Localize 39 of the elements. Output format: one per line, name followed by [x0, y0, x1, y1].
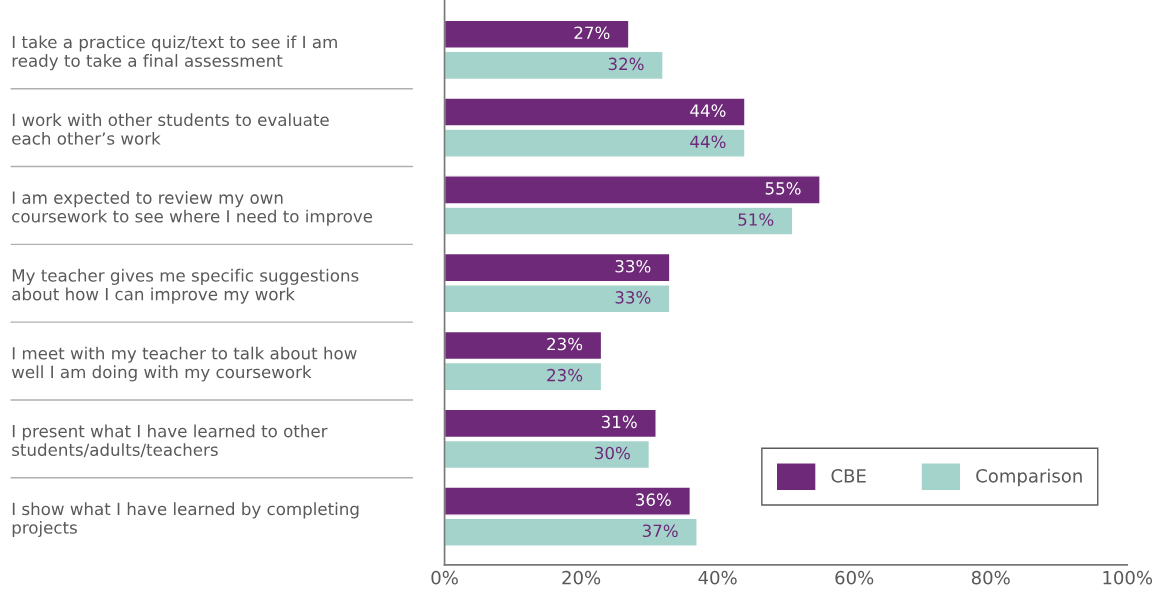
bar: [444, 19, 630, 49]
data-label: 31%: [601, 415, 637, 429]
data-label: 33%: [615, 291, 651, 304]
x-tick-label: 20%: [562, 570, 601, 585]
data-label: 55%: [765, 182, 801, 195]
bar: [444, 486, 692, 516]
bar: [444, 408, 657, 439]
x-tick-label: 100%: [1103, 570, 1153, 585]
legend-label: CBE: [831, 469, 866, 483]
data-label: 23%: [547, 337, 583, 351]
bar: [444, 439, 651, 470]
data-label: 51%: [738, 213, 774, 226]
y-tick-label: My teacher gives me specific suggestions about how I can improve my work: [12, 268, 359, 304]
y-tick-label: I work with other students to evaluate each other’s work: [12, 113, 329, 145]
bar: [444, 252, 671, 283]
bar: [444, 361, 603, 392]
x-tick-label: 0%: [431, 570, 458, 585]
data-label: 37%: [642, 524, 678, 538]
bar: [444, 517, 698, 547]
data-label: 44%: [690, 104, 726, 117]
x-tick-label: 80%: [971, 570, 1010, 585]
bar: [444, 50, 664, 81]
bar: [444, 284, 671, 314]
x-tick-label: 60%: [835, 570, 874, 585]
x-tick-label: 40%: [698, 570, 737, 585]
data-label: 33%: [615, 259, 651, 273]
y-tick-label: I am expected to review my own coursework to see where I need to improve: [12, 191, 373, 226]
legend-label: Comparison: [976, 468, 1082, 487]
data-label: 36%: [636, 493, 671, 506]
y-tick-label: I meet with my teacher to talk about how well I am doing with my coursework: [11, 346, 357, 382]
data-label: 32%: [608, 57, 644, 71]
bar: [444, 330, 603, 361]
y-tick-label: I show what I have learned by completing projects: [12, 502, 359, 538]
data-label: 30%: [595, 446, 630, 460]
data-label: 27%: [574, 26, 610, 40]
data-label: 23%: [547, 368, 583, 382]
y-tick-label: I present what I have learned to other students/adults/teachers: [12, 424, 328, 458]
y-tick-label: I take a practice quiz/text to see if I am ready to take a final assessment: [12, 35, 337, 71]
data-label: 44%: [690, 135, 726, 149]
